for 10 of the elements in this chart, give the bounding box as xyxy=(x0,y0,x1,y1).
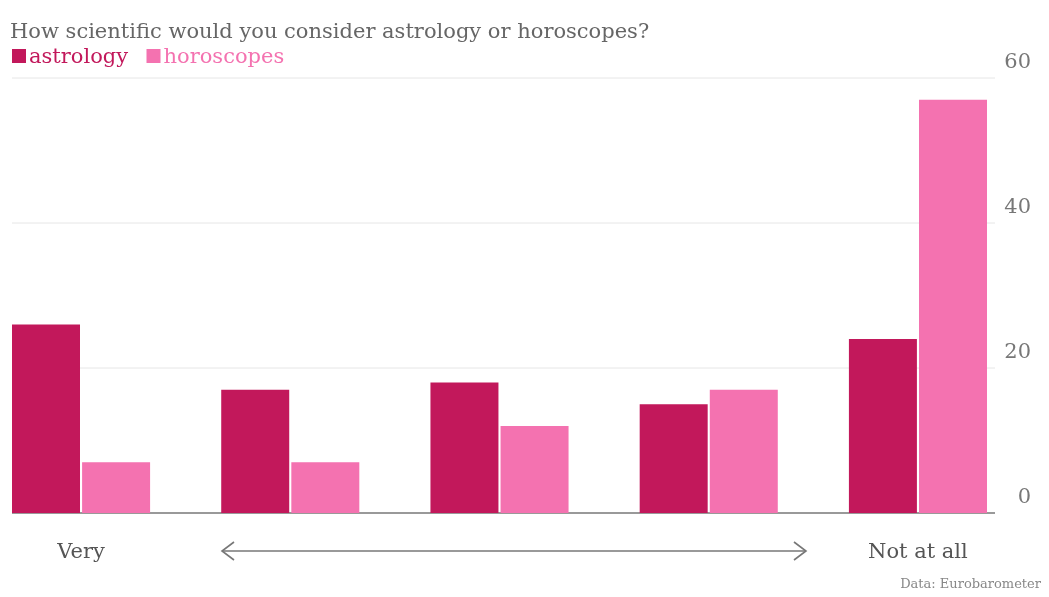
legend-label: astrology xyxy=(29,44,129,68)
legend-label: horoscopes xyxy=(163,44,285,68)
x-tick-label: Not at all xyxy=(868,539,969,563)
y-tick-label: 60 xyxy=(1004,49,1031,73)
y-tick-label: 40 xyxy=(1004,194,1031,218)
chart-title: How scientific would you consider astrology or horoscopes? xyxy=(10,19,650,43)
text: Data: Eurobarometer xyxy=(900,576,1042,591)
x-tick-label: Very xyxy=(56,539,105,563)
y-tick-label: 0 xyxy=(1017,484,1031,508)
y-tick-label: 20 xyxy=(1004,339,1031,363)
